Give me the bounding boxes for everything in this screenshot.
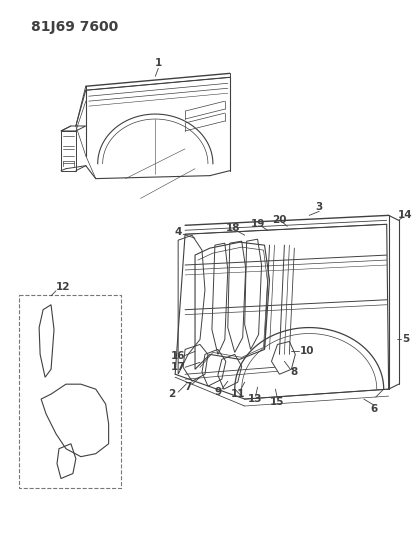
Text: 2: 2: [168, 389, 176, 399]
Text: 81J69 7600: 81J69 7600: [31, 20, 118, 34]
Text: 13: 13: [247, 394, 262, 404]
Bar: [19, 295, 120, 488]
Text: 15: 15: [270, 397, 285, 407]
Text: 16: 16: [171, 351, 186, 361]
Text: 19: 19: [250, 219, 265, 229]
Text: 4: 4: [174, 227, 182, 237]
Text: 7: 7: [184, 382, 192, 392]
Text: 3: 3: [315, 203, 323, 213]
Text: 8: 8: [291, 367, 298, 377]
Text: 11: 11: [230, 389, 245, 399]
Text: 6: 6: [370, 404, 377, 414]
Text: 1: 1: [155, 59, 162, 68]
Text: 12: 12: [56, 282, 70, 292]
Text: 14: 14: [398, 211, 413, 220]
Text: 10: 10: [300, 346, 315, 357]
Text: 20: 20: [272, 215, 287, 225]
Text: 9: 9: [214, 387, 222, 397]
Text: 18: 18: [225, 223, 240, 233]
Text: 17: 17: [171, 362, 186, 372]
Text: 5: 5: [402, 335, 409, 344]
